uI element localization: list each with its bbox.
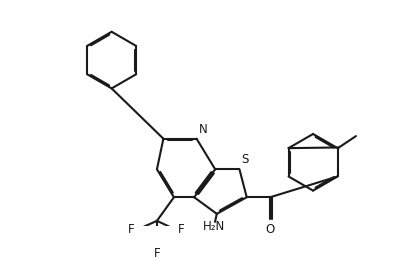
Text: F: F xyxy=(128,223,135,236)
Text: S: S xyxy=(241,153,248,166)
Text: F: F xyxy=(154,247,160,258)
Text: H₂N: H₂N xyxy=(203,220,226,232)
Text: N: N xyxy=(199,123,208,136)
Text: F: F xyxy=(178,223,185,236)
Text: O: O xyxy=(265,223,275,236)
